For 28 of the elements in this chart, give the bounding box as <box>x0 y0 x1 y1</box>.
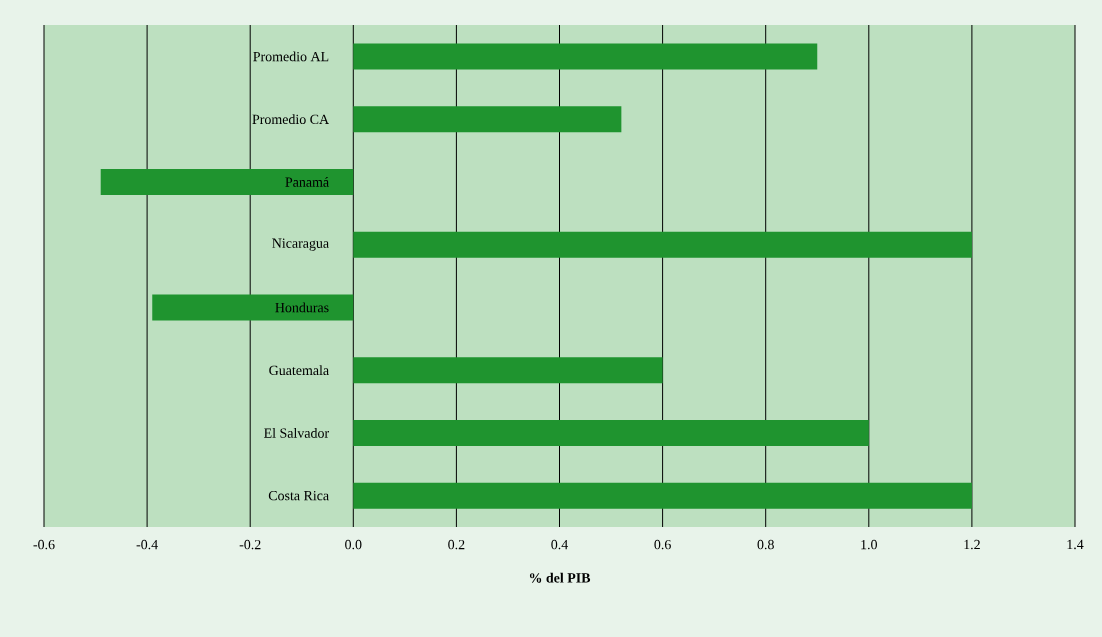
y-tick-label: Nicaragua <box>272 238 329 251</box>
y-tick-label: Guatemala <box>269 365 329 376</box>
x-tick-label: -0.2 <box>239 539 261 550</box>
x-tick-label: 0.2 <box>448 539 465 550</box>
x-tick-label: 1.4 <box>1067 539 1084 550</box>
x-tick-label: 0.0 <box>345 539 362 550</box>
bar <box>353 231 972 258</box>
x-tick-label: 1.2 <box>964 539 980 550</box>
bar <box>353 419 869 446</box>
y-tick-label: Promedio AL <box>253 51 329 62</box>
y-tick-label: El Salvador <box>264 427 329 438</box>
y-tick-label: Panamá <box>285 176 329 187</box>
x-tick-label: -0.4 <box>136 539 158 550</box>
bar <box>152 294 354 321</box>
x-tick-label: 0.4 <box>551 539 569 550</box>
x-axis-title: % del PIB <box>529 572 591 583</box>
x-tick-label: 0.8 <box>757 539 774 550</box>
bar <box>353 357 663 384</box>
x-tick-label: -0.6 <box>33 539 55 550</box>
y-tick-label: Promedio CA <box>252 114 329 125</box>
bar <box>353 43 818 70</box>
bar <box>353 482 972 509</box>
y-tick-label: Costa Rica <box>268 490 329 501</box>
bar <box>100 168 354 195</box>
y-tick-label: Honduras <box>275 302 329 313</box>
x-tick-label: 0.6 <box>654 539 671 550</box>
x-tick-label: 1.0 <box>861 539 877 550</box>
bar <box>353 106 622 133</box>
